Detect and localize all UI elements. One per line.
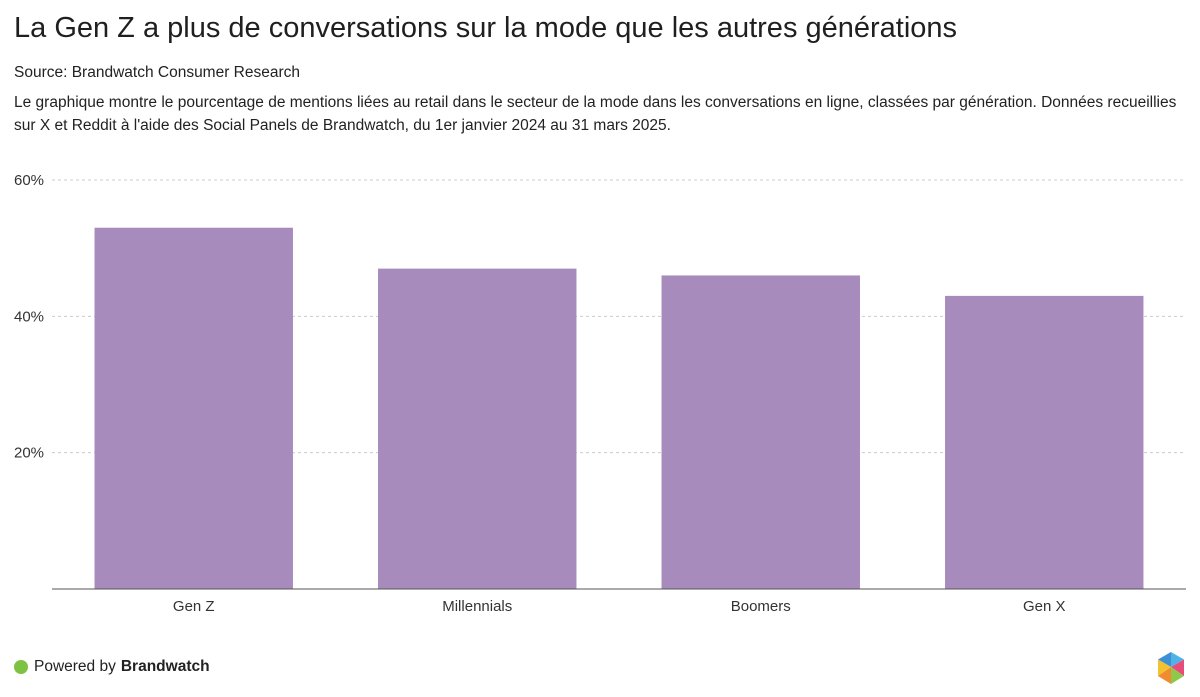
brandwatch-logo-icon: [1158, 652, 1184, 684]
chart-description: Le graphique montre le pourcentage de me…: [14, 94, 1177, 134]
x-tick-label: Gen Z: [173, 598, 215, 615]
chart-title: La Gen Z a plus de conversations sur la …: [14, 12, 958, 44]
x-tick-label: Millennials: [442, 598, 512, 615]
y-tick-label: 40%: [14, 308, 44, 325]
brand-name: Brandwatch: [120, 658, 210, 675]
x-tick-label: Gen X: [1023, 598, 1066, 615]
y-axis-ticks: 20% 40% 60%: [14, 172, 44, 462]
powered-by-label: Powered by: [34, 658, 116, 675]
y-tick-label: 20%: [14, 445, 44, 462]
bar: [661, 275, 860, 589]
bars: [94, 227, 1144, 589]
powered-by[interactable]: Powered by Brandwatch: [14, 658, 210, 676]
chart-source: Source: Brandwatch Consumer Research: [14, 64, 301, 81]
y-tick-label: 60%: [14, 172, 44, 189]
x-tick-label: Boomers: [731, 598, 791, 615]
brand-dot-icon: [14, 660, 28, 674]
x-axis-labels: Gen Z Millennials Boomers Gen X: [173, 598, 1066, 615]
bar: [945, 295, 1144, 589]
bar: [378, 268, 577, 589]
bar: [94, 227, 293, 589]
